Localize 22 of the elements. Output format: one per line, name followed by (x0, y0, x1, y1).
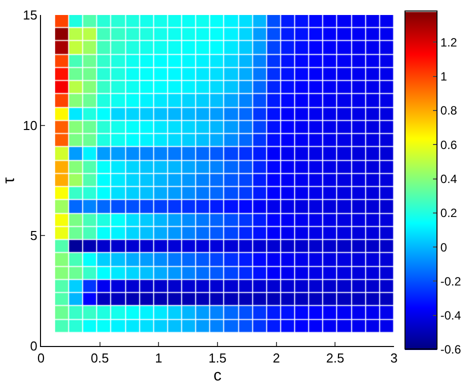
y-tick-label: 0 (30, 338, 38, 354)
y-tick-label: 15 (22, 8, 38, 23)
y-tick-label: 10 (22, 118, 38, 133)
color-bar-label: 0.8 (440, 104, 458, 118)
color-bar-label: 0 (440, 240, 448, 254)
color-bar-label: 1 (440, 70, 448, 84)
y-axis-title: τ (0, 176, 18, 184)
color-bar-label: 0.4 (440, 172, 458, 186)
x-tick-label: 3 (390, 350, 398, 366)
color-bar-label: 0.6 (440, 138, 458, 152)
x-axis-title: c (214, 367, 222, 384)
x-tick-label: 0.5 (90, 350, 109, 366)
color-bar-label: 1.2 (440, 35, 458, 50)
color-bar-label: -0.2 (440, 274, 462, 288)
x-tick-label: 2.5 (326, 350, 344, 366)
color-bar-label: -0.6 (440, 342, 462, 357)
x-tick-label: 1 (155, 350, 162, 366)
color-bar-label: -0.4 (440, 308, 462, 323)
color-bar-label: 0.2 (440, 206, 458, 220)
x-tick-label: 1.5 (208, 350, 227, 366)
x-tick-label: 2 (272, 350, 280, 366)
y-tick-label: 5 (30, 228, 38, 244)
